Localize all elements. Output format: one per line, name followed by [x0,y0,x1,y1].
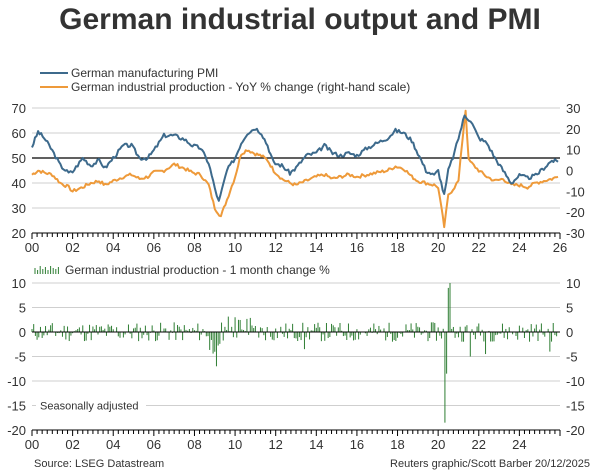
y-right-tick-label: -15 [566,399,585,414]
x-tick-label: 16 [350,240,364,255]
x-tick-label: 10 [228,240,242,255]
y-left-tick-label: 0 [19,325,26,340]
y-left-tick-label: 5 [19,301,26,316]
x-tick-label: 20 [431,240,445,255]
y-right-tick-label: 10 [566,276,580,291]
legend-label-ip-yoy: German industrial production - YoY % cha… [71,80,410,94]
y-right-tick-label: -10 [566,184,585,199]
x-tick-label: 26 [553,240,567,255]
y-right-tick-label: 0 [566,164,573,179]
annotation-seasonally-adjusted: Seasonally adjusted [40,401,138,413]
legend-label-ip-mom: German industrial production - 1 month c… [65,263,330,277]
x-tick-label: 14 [309,240,323,255]
y-left-tick-label: -5 [14,350,26,365]
x-tick-label: 20 [431,437,445,452]
series-pmi-line [31,114,559,202]
annotation-bg [36,397,146,414]
y-left-tick-label: 20 [12,226,26,241]
x-tick-label: 02 [65,437,79,452]
y-right-tick-label: -10 [566,374,585,389]
y-left-tick-label: -10 [7,374,26,389]
y-left-tick-label: 10 [12,276,26,291]
y-left-tick-label: -20 [7,423,26,438]
y-right-tick-label: 20 [566,122,580,137]
x-tick-label: 08 [187,240,201,255]
x-tick-label: 04 [106,437,120,452]
series-ip-yoy-line [31,109,559,229]
y-left-tick-label: -15 [7,399,26,414]
y-right-tick-label: -20 [566,423,585,438]
x-tick-label: 22 [472,240,486,255]
y-left-tick-label: 50 [12,151,26,166]
y-right-tick-label: 5 [566,301,573,316]
x-tick-label: 12 [268,240,282,255]
y-right-tick-label: -5 [566,350,578,365]
chart-title: German industrial output and PMI [59,3,541,36]
source-note: Source: LSEG Datastream [34,458,165,470]
x-tick-label: 18 [390,240,404,255]
y-left-tick-label: 60 [12,126,26,141]
y-right-tick-label: 30 [566,101,580,116]
x-tick-label: 12 [268,437,282,452]
y-left-tick-label: 70 [12,101,26,116]
x-tick-label: 18 [390,437,404,452]
x-tick-label: 10 [228,437,242,452]
y-right-tick-label: 10 [566,143,580,158]
y-left-tick-label: 30 [12,201,26,216]
x-tick-label: 00 [25,240,39,255]
x-tick-label: 02 [65,240,79,255]
x-tick-label: 08 [187,437,201,452]
legend-swatch-ip-mom [34,266,59,274]
x-tick-label: 06 [147,437,161,452]
x-tick-label: 22 [472,437,486,452]
x-tick-label: 04 [106,240,120,255]
y-right-tick-label: 0 [566,325,573,340]
y-right-tick-label: -30 [566,226,585,241]
y-right-tick-label: -20 [566,205,585,220]
credit-note: Reuters graphic/Scott Barber 20/12/2025 [390,458,590,470]
legend-label-pmi: German manufacturing PMI [71,66,218,80]
x-tick-label: 24 [512,437,526,452]
x-tick-label: 16 [350,437,364,452]
x-tick-label: 14 [309,437,323,452]
y-left-tick-label: 40 [12,176,26,191]
x-tick-label: 24 [512,240,526,255]
x-tick-label: 00 [25,437,39,452]
x-tick-label: 06 [147,240,161,255]
